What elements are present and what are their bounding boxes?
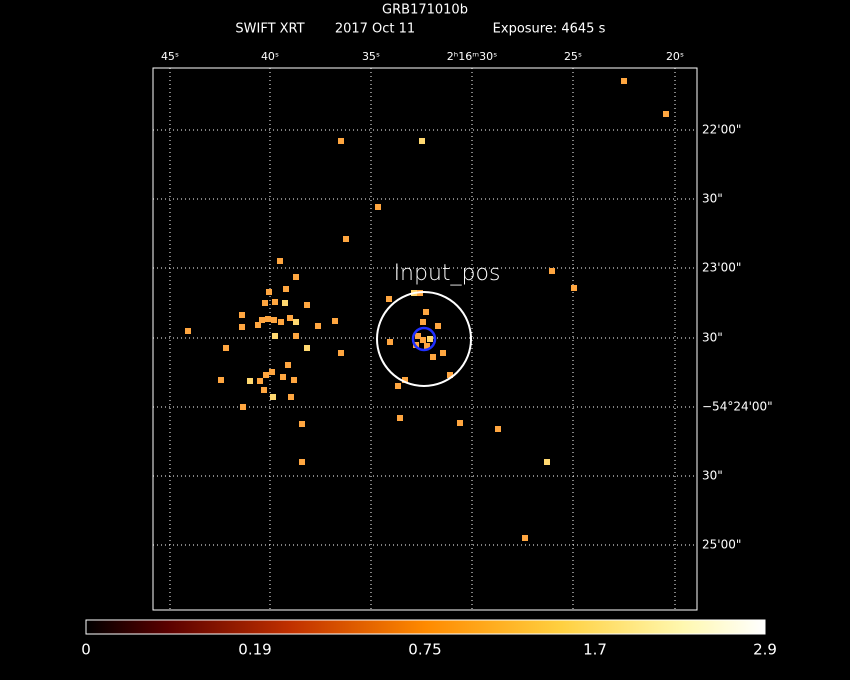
- photon-pixel: [271, 317, 277, 323]
- photon-pixel: [299, 459, 305, 465]
- photon-pixel: [285, 362, 291, 368]
- photon-pixel: [343, 236, 349, 242]
- photon-pixel: [663, 111, 669, 117]
- photon-pixel: [247, 378, 253, 384]
- photon-pixel: [299, 421, 305, 427]
- exposure: Exposure: 4645 s: [493, 22, 606, 37]
- photon-pixel: [420, 319, 426, 325]
- photon-pixel: [387, 339, 393, 345]
- photon-pixel: [304, 345, 310, 351]
- photon-pixel: [419, 138, 425, 144]
- photon-pixel: [272, 299, 278, 305]
- photon-pixel: [269, 369, 275, 375]
- photon-pixel: [265, 316, 271, 322]
- photon-pixel: [544, 459, 550, 465]
- photon-pixel: [430, 354, 436, 360]
- ra-label: 40ˢ: [261, 50, 279, 63]
- photon-pixel: [395, 383, 401, 389]
- photon-pixel: [332, 318, 338, 324]
- photon-pixel: [386, 296, 392, 302]
- photon-pixel: [571, 285, 577, 291]
- photon-pixel: [218, 377, 224, 383]
- photon-pixel: [282, 300, 288, 306]
- photon-pixel: [261, 387, 267, 393]
- photon-pixel: [255, 322, 261, 328]
- photon-pixel: [549, 268, 555, 274]
- photon-pixel: [280, 374, 286, 380]
- dec-label: 30": [702, 469, 723, 483]
- photon-pixel: [272, 333, 278, 339]
- dec-label: 25'00": [702, 538, 741, 552]
- ra-label: 45ˢ: [161, 50, 179, 63]
- photon-pixel: [257, 378, 263, 384]
- photon-pixel: [402, 377, 408, 383]
- photon-pixel: [375, 204, 381, 210]
- dec-label: 22'00": [702, 123, 741, 137]
- photon-pixel: [283, 286, 289, 292]
- colorbar-label: 1.7: [583, 641, 607, 659]
- colorbar-label: 0: [81, 641, 91, 659]
- ra-label: 2ʰ16ᵐ30ˢ: [447, 50, 497, 63]
- photon-pixel: [621, 78, 627, 84]
- colorbar-label: 0.19: [238, 641, 271, 659]
- colorbar-labels: 0 0.19 0.75 1.7 2.9: [81, 641, 777, 659]
- photon-pixel: [315, 323, 321, 329]
- date: 2017 Oct 11: [335, 22, 415, 37]
- photon-pixel: [185, 328, 191, 334]
- ra-label: 20ˢ: [666, 50, 684, 63]
- plot-frame: [152, 67, 698, 611]
- photon-pixel: [223, 345, 229, 351]
- photon-pixel: [338, 138, 344, 144]
- region-label: Input_pos: [394, 261, 501, 286]
- photon-pixel: [277, 258, 283, 264]
- photon-pixel: [288, 394, 294, 400]
- colorbar-label: 2.9: [753, 641, 777, 659]
- ra-label: 35ˢ: [362, 50, 380, 63]
- photon-pixel: [420, 337, 426, 343]
- source-circle: [411, 326, 437, 352]
- photon-pixel: [415, 333, 421, 339]
- photon-pixel: [397, 415, 403, 421]
- ra-label: 25ˢ: [564, 50, 582, 63]
- title: GRB171010b: [382, 3, 468, 18]
- photon-pixel: [338, 350, 344, 356]
- photon-pixel: [262, 300, 268, 306]
- photon-pixel: [239, 324, 245, 330]
- photon-pixel: [291, 377, 297, 383]
- dec-label: 23'00": [702, 261, 741, 275]
- photon-pixel: [424, 343, 430, 349]
- photon-pixel: [287, 315, 293, 321]
- photon-pixel: [427, 336, 433, 342]
- photon-pixel: [293, 319, 299, 325]
- region-circle: [376, 291, 472, 387]
- photon-pixels: [185, 78, 669, 541]
- dec-label: 30": [702, 331, 723, 345]
- photon-pixel: [293, 274, 299, 280]
- dec-label: 30": [702, 192, 723, 206]
- photon-pixel: [457, 420, 463, 426]
- dec-label: −54°24'00": [702, 400, 773, 414]
- photon-pixel: [447, 372, 453, 378]
- photon-pixel: [495, 426, 501, 432]
- photon-pixel: [270, 394, 276, 400]
- photon-pixel: [240, 404, 246, 410]
- colorbar: [85, 619, 766, 635]
- photon-pixel: [263, 372, 269, 378]
- photon-pixel: [293, 333, 299, 339]
- photon-pixel: [304, 302, 310, 308]
- coordinate-grid: 45ˢ 40ˢ 35ˢ 2ʰ16ᵐ30ˢ 25ˢ 20ˢ 22'00" 30" 23'00" 30…: [153, 50, 773, 610]
- photon-pixel: [522, 535, 528, 541]
- photon-pixel: [423, 309, 429, 315]
- photon-pixel: [278, 319, 284, 325]
- photon-pixel: [440, 350, 446, 356]
- photon-pixel: [239, 312, 245, 318]
- colorbar-label: 0.75: [408, 641, 441, 659]
- photon-pixel: [435, 323, 441, 329]
- photon-pixel: [266, 289, 272, 295]
- instrument: SWIFT XRT: [235, 22, 304, 37]
- photon-pixel: [259, 317, 265, 323]
